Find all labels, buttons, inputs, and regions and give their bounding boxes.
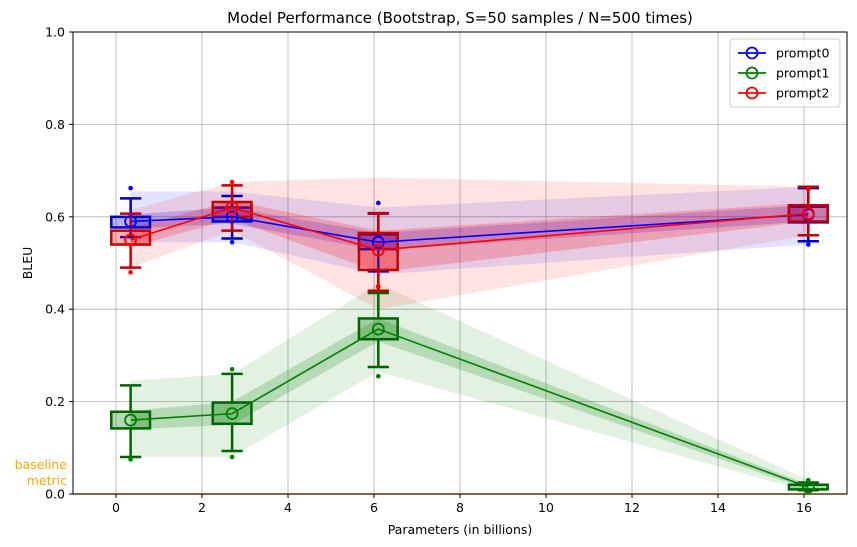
mean-marker-prompt2 [371, 243, 385, 257]
series-lines [124, 201, 815, 494]
x-tick-label: 2 [198, 500, 206, 515]
box-prompt1 [110, 410, 152, 430]
mean-marker-prompt1 [371, 322, 385, 336]
outlier-point [229, 454, 235, 460]
y-axis: 0.0 0.2 0.4 0.6 0.8 1.0 [45, 25, 73, 502]
band-inner-prompt1 [130, 318, 809, 490]
mean-marker-prompt1 [801, 480, 815, 494]
line-prompt2 [130, 206, 809, 251]
y-tick-label: 1.0 [45, 25, 65, 40]
outlier-point [376, 373, 381, 379]
y-tick-label: 0.2 [45, 394, 65, 409]
x-axis: 0 2 4 6 8 10 12 14 16 [112, 494, 812, 515]
box-prompt2 [787, 204, 829, 223]
x-axis-label: Parameters (in billions) [388, 522, 533, 537]
x-tick-label: 14 [710, 500, 726, 515]
outlier-point [229, 179, 235, 185]
mean-marker-prompt2 [225, 201, 239, 214]
mean-marker-prompt2 [801, 207, 815, 220]
legend-label-prompt2: prompt2 [776, 86, 829, 101]
box-prompt2 [110, 229, 152, 246]
mean-marker-prompt2 [124, 233, 138, 247]
band-outer-prompt0 [130, 186, 809, 275]
y-tick-label: 0.0 [45, 487, 65, 502]
outlier-point [229, 366, 235, 372]
outlier-point [229, 239, 235, 245]
y-axis-label: BLEU [20, 247, 35, 280]
mean-marker-prompt0 [124, 215, 138, 228]
legend: prompt0 prompt1 prompt2 [729, 38, 841, 108]
y-tick-label: 0.8 [45, 117, 65, 132]
outlier-point [806, 242, 811, 247]
x-tick-label: 16 [796, 500, 812, 515]
chart-title: Model Performance (Bootstrap, S=50 sampl… [227, 9, 693, 27]
x-tick-label: 0 [112, 500, 120, 515]
outlier-point [806, 186, 811, 192]
box-prompt1 [787, 483, 829, 491]
outlier-point [376, 283, 381, 289]
x-tick-label: 8 [456, 500, 464, 515]
legend-marker-prompt0 [745, 46, 759, 60]
outlier-point [128, 269, 133, 275]
mean-marker-prompt0 [371, 235, 385, 249]
x-tick-label: 10 [538, 500, 554, 515]
y-tick-label: 0.6 [45, 209, 65, 224]
y-tick-label: 0.4 [45, 302, 65, 317]
baseline-label-line1: baseline [15, 457, 68, 472]
mean-marker-prompt1 [225, 407, 239, 421]
band-outer-prompt2 [130, 177, 809, 310]
band-inner-prompt0 [130, 205, 809, 251]
legend-label-prompt0: prompt0 [776, 46, 829, 61]
box-prompt2 [211, 200, 253, 219]
x-tick-label: 6 [370, 500, 378, 515]
legend-label-prompt1: prompt1 [776, 66, 829, 81]
outlier-point [128, 457, 133, 462]
mean-marker-prompt1 [124, 413, 138, 427]
x-tick-label: 12 [624, 500, 640, 515]
baseline-label-line2: metric [27, 473, 67, 488]
outlier-point [376, 200, 381, 206]
confidence-bands [130, 177, 809, 492]
box-prompt2 [357, 231, 399, 272]
mean-marker-prompt0 [225, 210, 239, 224]
outlier-point [128, 185, 133, 191]
legend-marker-prompt2 [745, 86, 759, 100]
legend-marker-prompt1 [745, 66, 759, 80]
line-prompt1 [130, 328, 809, 488]
band-outer-prompt1 [130, 283, 809, 492]
x-tick-label: 4 [284, 500, 292, 515]
